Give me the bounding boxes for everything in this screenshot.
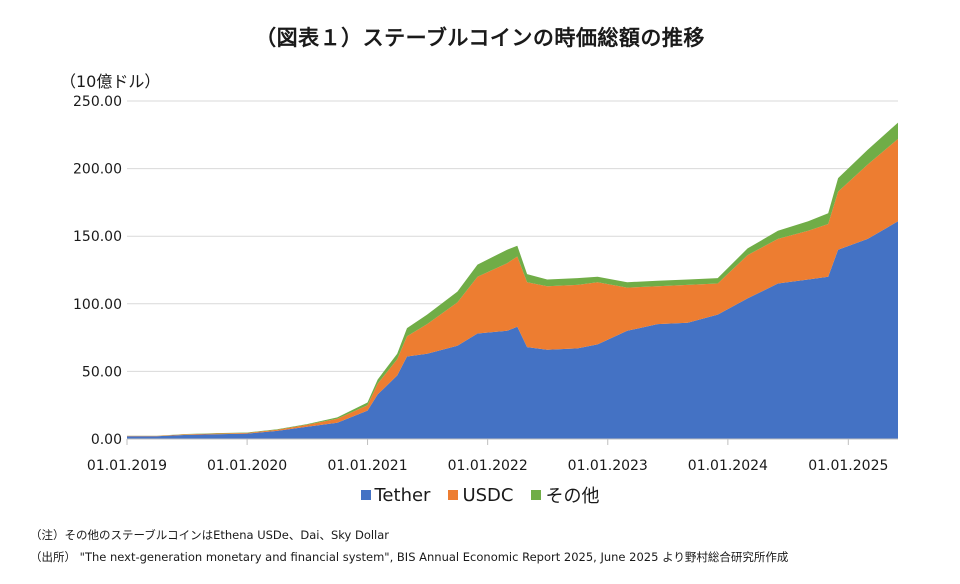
legend-item: Tether xyxy=(360,482,431,508)
x-tick-label: 01.01.2024 xyxy=(688,458,768,474)
chart-title: （図表１）ステーブルコインの時価総額の推移 xyxy=(255,26,705,50)
legend-swatch xyxy=(531,490,542,500)
x-tick-label: 01.01.2019 xyxy=(87,458,167,474)
y-axis-unit-label: （10億ドル） xyxy=(60,72,161,91)
x-tick-label: 01.01.2023 xyxy=(568,458,648,474)
legend-label: Tether xyxy=(374,484,431,506)
area-USDC xyxy=(127,138,898,437)
legend: Tether USDC その他 xyxy=(0,482,960,508)
x-tick-labels: 01.01.2019 01.01.2020 01.01.2021 01.01.2022… xyxy=(87,458,888,474)
y-tick-label: 50.00 xyxy=(82,364,122,380)
legend-swatch xyxy=(360,490,371,500)
legend-swatch xyxy=(448,490,459,500)
y-tick-labels: 0.00 50.00 100.00 150.00 200.00 250.00 xyxy=(73,94,122,448)
x-tick-label: 01.01.2022 xyxy=(448,458,528,474)
notes: （注）その他のステーブルコインはEthena USDe、Dai、Sky Doll… xyxy=(30,524,788,568)
axes xyxy=(126,438,898,445)
legend-label: USDC xyxy=(462,484,514,506)
y-tick-label: 0.00 xyxy=(91,432,122,448)
note-line: （注）その他のステーブルコインはEthena USDe、Dai、Sky Doll… xyxy=(30,528,390,542)
y-tick-label: 150.00 xyxy=(73,229,122,245)
legend-label: その他 xyxy=(545,486,600,507)
area-series xyxy=(127,122,898,439)
y-tick-label: 250.00 xyxy=(73,94,122,110)
area-Tether xyxy=(127,221,898,439)
source-line: （出所） "The next-generation monetary and f… xyxy=(30,550,789,564)
y-tick-label: 200.00 xyxy=(73,162,122,178)
x-tick-label: 01.01.2021 xyxy=(327,458,407,474)
x-tick-label: 01.01.2020 xyxy=(207,458,287,474)
x-tick-label: 01.01.2025 xyxy=(808,458,888,474)
legend-item: USDC xyxy=(448,482,513,508)
legend-item: その他 xyxy=(531,482,599,508)
y-tick-label: 100.00 xyxy=(73,297,122,313)
